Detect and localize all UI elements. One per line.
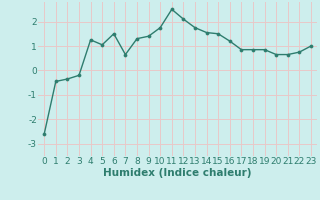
X-axis label: Humidex (Indice chaleur): Humidex (Indice chaleur): [103, 168, 252, 178]
